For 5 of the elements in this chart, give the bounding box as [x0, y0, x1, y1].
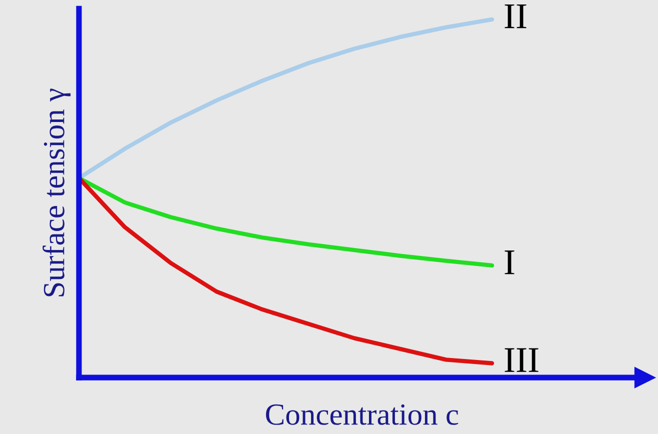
series-label: I	[504, 250, 514, 274]
series-label: II	[504, 4, 526, 28]
series-label: III	[504, 348, 538, 372]
y-axis-title: Surface tension γ	[42, 88, 71, 296]
x-axis-title: Concentration c	[266, 404, 458, 425]
